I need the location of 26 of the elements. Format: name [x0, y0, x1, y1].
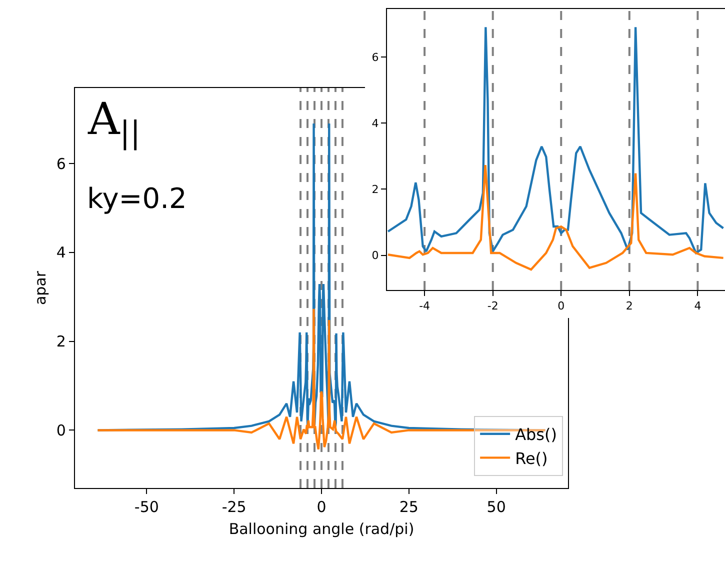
y-tick-label: 0: [372, 249, 379, 262]
y-tick-label: 2: [372, 183, 379, 196]
x-axis-title: Ballooning angle (rad/pi): [228, 520, 414, 538]
y-tick-label: 0: [56, 421, 66, 440]
y-tick-label: 4: [56, 244, 66, 262]
y-tick-label: 4: [372, 116, 379, 130]
x-tick-label: -4: [419, 299, 430, 312]
y-tick-label: 6: [56, 154, 66, 173]
y-axis-title: apar: [32, 270, 50, 306]
legend-label: Abs(): [515, 425, 557, 444]
y-tick-label: 2: [56, 332, 66, 351]
legend-label: Re(): [515, 448, 548, 468]
x-tick-label: 0: [316, 498, 326, 516]
annotation: A$_{||}$: [87, 94, 141, 152]
x-tick-label: 4: [694, 299, 702, 312]
x-tick-label: 2: [626, 299, 633, 312]
x-tick-label: 0: [558, 299, 565, 312]
y-tick-label: 6: [372, 50, 379, 64]
x-tick-label: -50: [134, 498, 159, 516]
annotation: ky=0.2: [87, 182, 187, 215]
x-tick-label: 25: [399, 498, 418, 516]
line-series: [387, 26, 724, 254]
x-tick-label: -2: [487, 299, 498, 312]
x-tick-label: 50: [486, 498, 506, 516]
line-series: [387, 164, 724, 271]
x-tick-label: -25: [222, 498, 246, 516]
